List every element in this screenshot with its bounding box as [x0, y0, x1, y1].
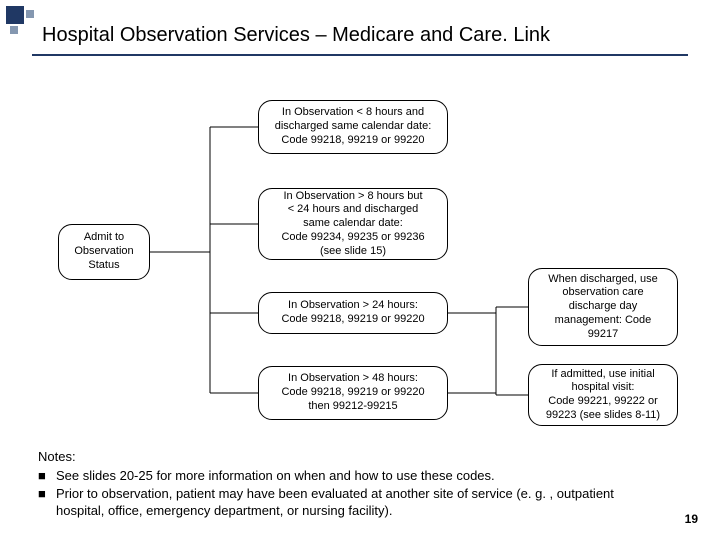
notes-item-text: See slides 20-25 for more information on… [56, 467, 495, 485]
flow-node-gt24: In Observation > 24 hours:Code 99218, 99… [258, 292, 448, 334]
flow-node-gt8: In Observation > 8 hours but< 24 hours a… [258, 188, 448, 260]
page-title: Hospital Observation Services – Medicare… [42, 24, 550, 47]
bullet-icon: ■ [38, 467, 48, 485]
notes-item-text: Prior to observation, patient may have b… [56, 485, 660, 520]
bullet-icon: ■ [38, 485, 48, 520]
corner-decoration [6, 6, 34, 34]
flow-node-gt48: In Observation > 48 hours:Code 99218, 99… [258, 366, 448, 420]
flow-node-admitH: If admitted, use initialhospital visit:C… [528, 364, 678, 426]
notes-heading: Notes: [38, 448, 660, 466]
notes-item: ■Prior to observation, patient may have … [38, 485, 660, 520]
page-number: 19 [685, 512, 698, 526]
title-rule [32, 54, 688, 56]
notes-item: ■ See slides 20-25 for more information o… [38, 467, 660, 485]
flow-node-admit: Admit toObservationStatus [58, 224, 150, 280]
flow-node-lt8: In Observation < 8 hours anddischarged s… [258, 100, 448, 154]
flow-node-disch: When discharged, useobservation caredisc… [528, 268, 678, 346]
notes-section: Notes: ■ See slides 20-25 for more inform… [38, 448, 660, 520]
